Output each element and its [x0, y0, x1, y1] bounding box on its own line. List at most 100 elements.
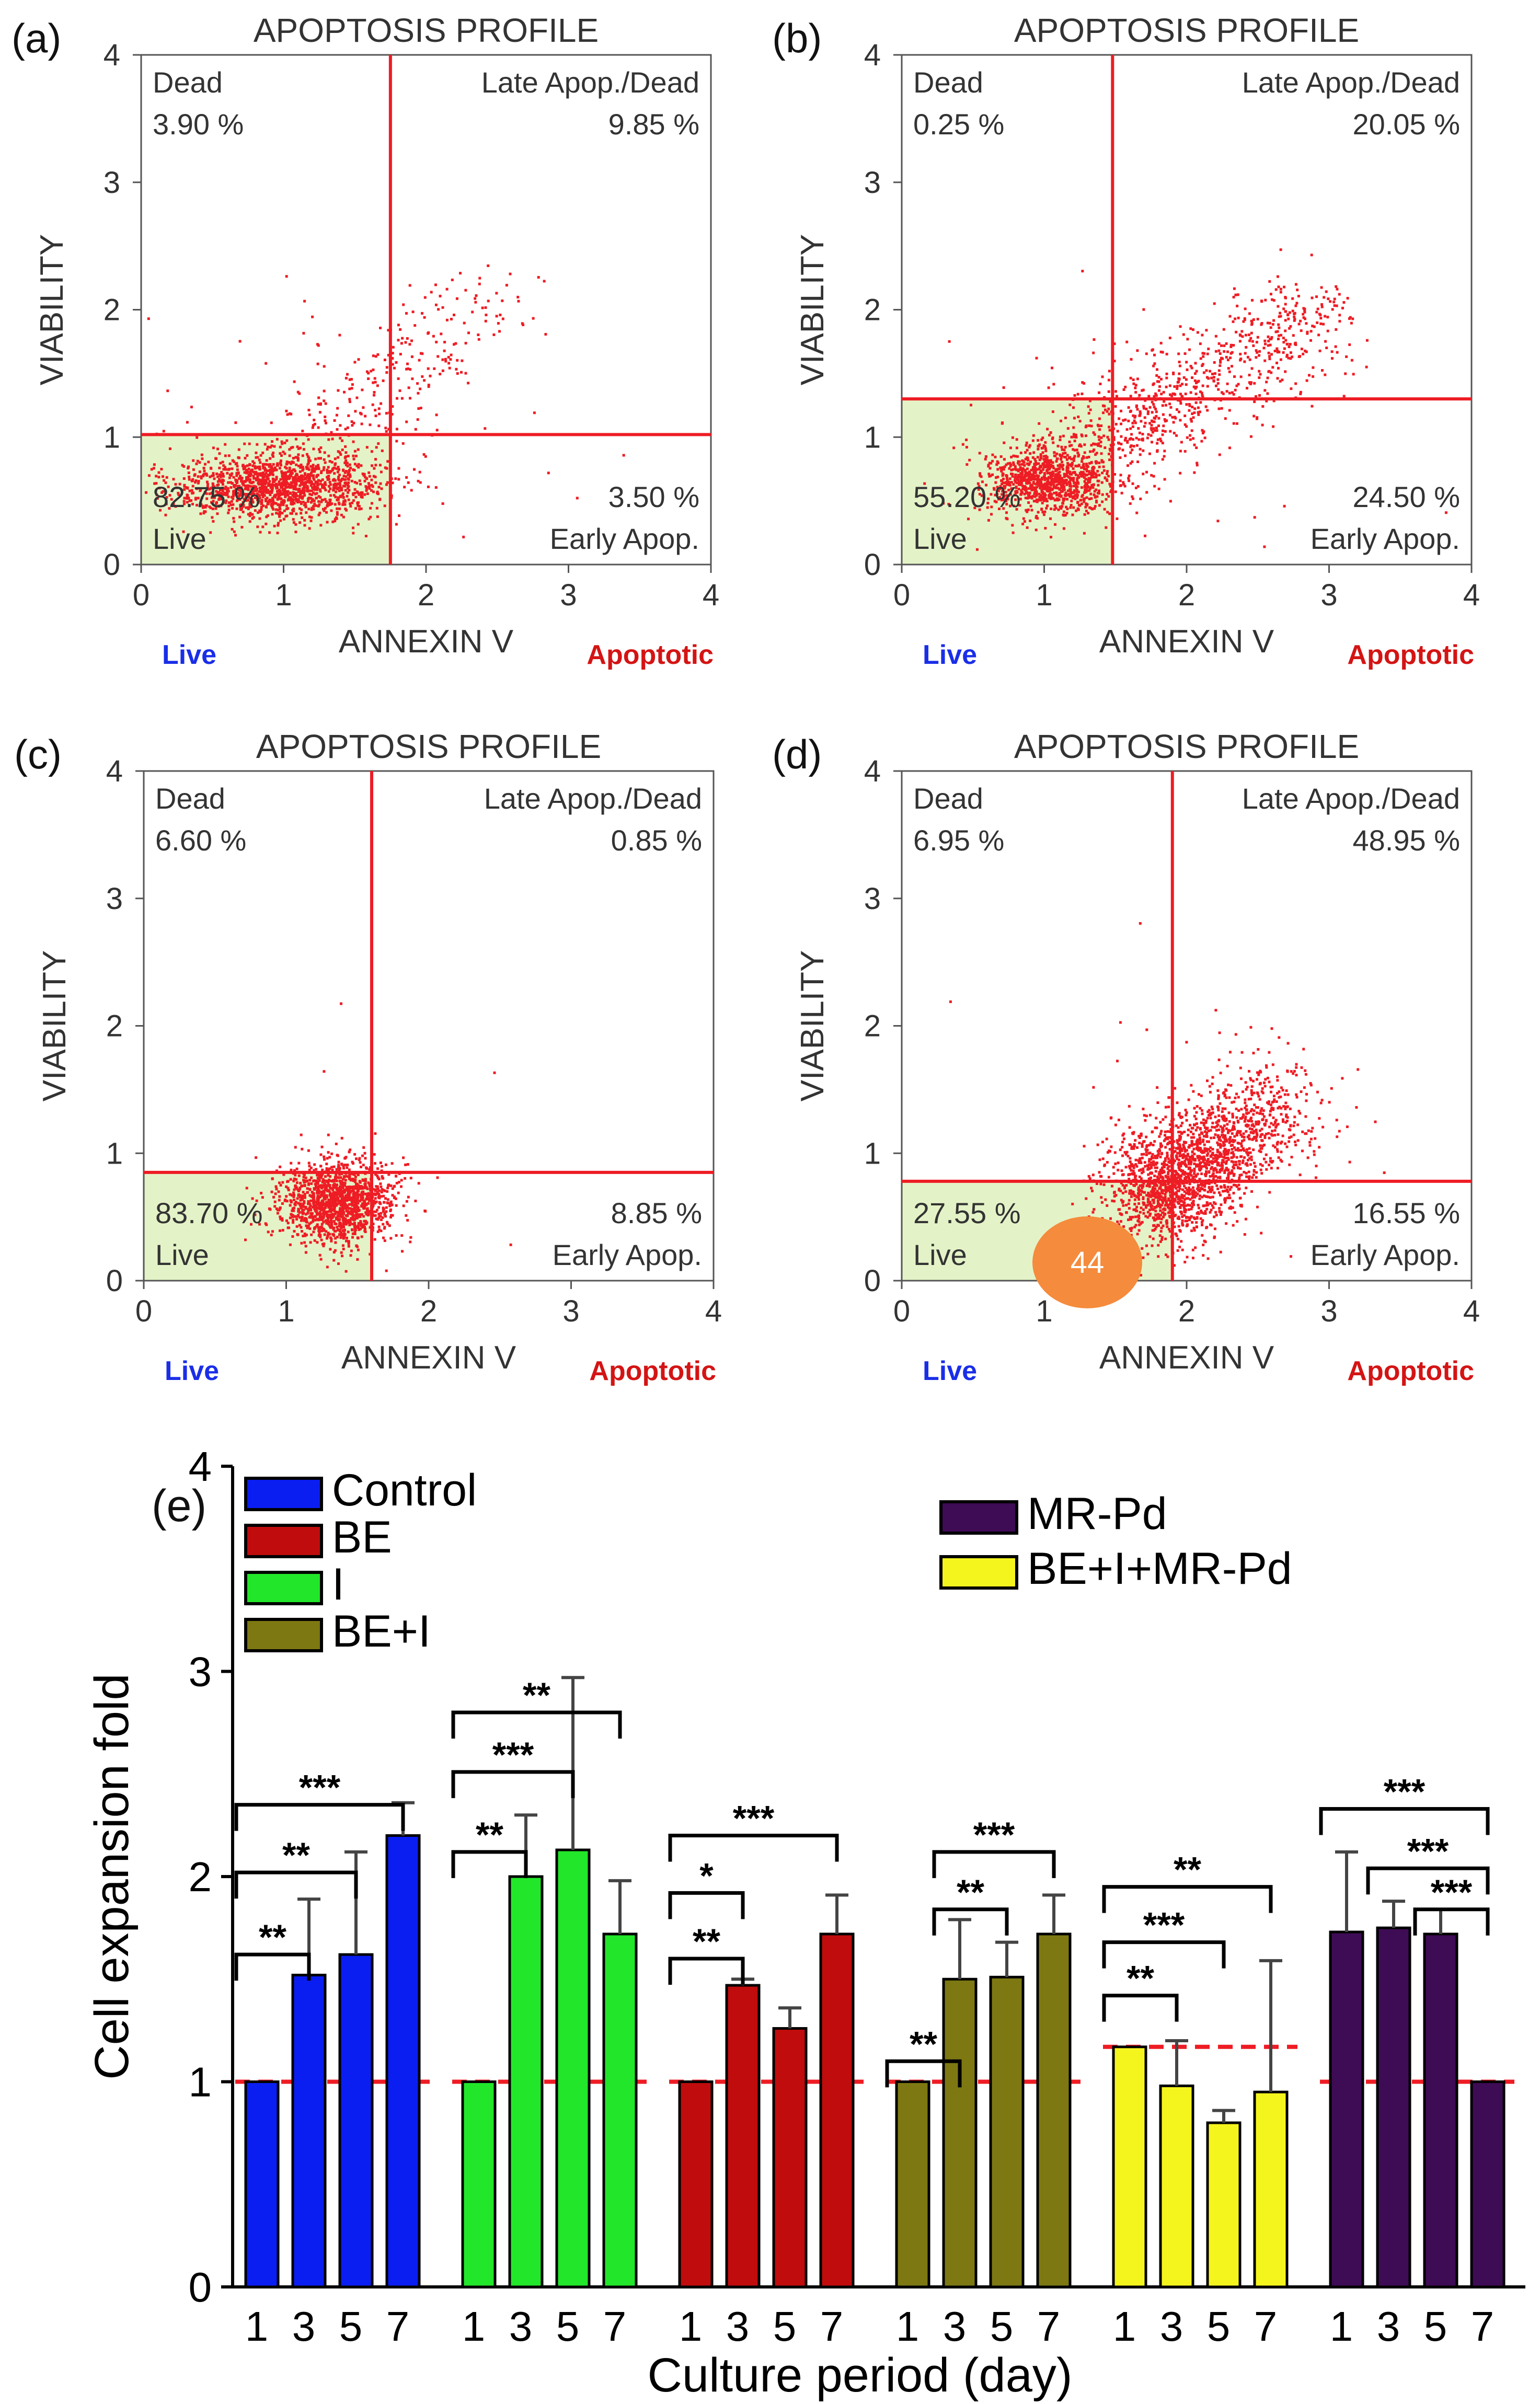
event-dot	[1050, 464, 1053, 467]
event-dot	[1119, 456, 1122, 459]
event-dot	[1005, 477, 1008, 480]
event-dot	[1131, 460, 1134, 463]
event-dot	[1277, 285, 1280, 289]
event-dot	[251, 498, 254, 501]
event-dot	[1135, 511, 1139, 514]
event-dot	[246, 454, 249, 457]
event-dot	[1134, 421, 1137, 424]
event-dot	[308, 477, 311, 480]
event-dot	[350, 1210, 353, 1213]
event-dot	[1271, 298, 1274, 301]
event-dot	[304, 474, 307, 476]
event-dot	[1056, 464, 1060, 467]
event-dot	[211, 482, 214, 485]
event-dot	[258, 473, 261, 476]
event-dot	[1180, 395, 1183, 398]
event-dot	[1179, 393, 1182, 396]
event-dot	[1062, 482, 1065, 485]
event-dot	[1076, 393, 1079, 396]
event-dot	[357, 1184, 360, 1187]
event-dot	[1150, 427, 1153, 430]
event-dot	[261, 496, 265, 499]
event-dot	[191, 492, 194, 495]
event-dot	[362, 1223, 365, 1226]
event-dot	[279, 445, 282, 448]
event-dot	[296, 1233, 300, 1236]
event-dot	[1036, 468, 1039, 471]
event-dot	[278, 1199, 281, 1202]
event-dot	[1274, 330, 1278, 333]
event-dot	[1050, 496, 1053, 499]
event-dot	[1258, 370, 1261, 373]
event-dot	[1027, 501, 1030, 504]
event-dot	[995, 463, 998, 466]
event-dot	[1052, 472, 1055, 475]
event-dot	[1012, 468, 1015, 471]
event-dot	[1013, 463, 1016, 466]
event-dot	[248, 500, 251, 503]
event-dot	[1139, 497, 1142, 500]
event-dot	[211, 474, 214, 477]
event-dot	[1268, 358, 1271, 361]
event-dot	[942, 502, 945, 505]
event-dot	[1038, 443, 1041, 446]
event-dot	[1045, 500, 1049, 503]
event-dot	[302, 448, 305, 451]
event-dot	[337, 1262, 340, 1265]
event-dot	[330, 431, 333, 434]
event-dot	[355, 396, 359, 399]
event-dot	[309, 1199, 313, 1202]
event-dot	[233, 520, 236, 523]
event-dot	[1153, 353, 1156, 356]
event-dot	[240, 526, 244, 529]
event-dot	[325, 1201, 328, 1204]
event-dot	[471, 310, 474, 314]
event-dot	[331, 1207, 334, 1211]
event-dot	[1158, 385, 1161, 388]
event-dot	[196, 487, 198, 490]
event-dot	[999, 455, 1003, 458]
event-dot	[257, 493, 260, 497]
event-dot	[981, 480, 984, 484]
event-dot	[1201, 352, 1204, 355]
event-dot	[324, 1198, 327, 1201]
event-dot	[1082, 463, 1085, 466]
event-dot	[344, 376, 348, 379]
event-dot	[260, 474, 263, 477]
quadrant-early-value: 3.50 %	[608, 480, 699, 513]
event-dot	[227, 490, 230, 493]
x-tick-label: 3	[560, 578, 577, 612]
event-dot	[295, 463, 298, 466]
event-dot	[1070, 435, 1073, 439]
event-dot	[250, 481, 254, 485]
event-dot	[1038, 496, 1041, 499]
event-dot	[1085, 463, 1088, 466]
event-dot	[344, 1217, 347, 1221]
event-dot	[210, 491, 213, 494]
event-dot	[320, 471, 323, 474]
event-dot	[294, 486, 297, 489]
event-dot	[1064, 452, 1067, 455]
event-dot	[1444, 511, 1447, 514]
event-dot	[1282, 337, 1285, 340]
event-dot	[258, 510, 261, 513]
event-dot	[1077, 416, 1080, 418]
event-dot	[326, 521, 329, 524]
event-dot	[1050, 473, 1053, 476]
event-dot	[236, 487, 239, 490]
event-dot	[197, 475, 200, 478]
event-dot	[263, 473, 267, 476]
event-dot	[1258, 354, 1260, 357]
event-dot	[1090, 497, 1093, 500]
event-dot	[267, 445, 269, 448]
event-dot	[303, 489, 306, 492]
event-dot	[1190, 429, 1193, 432]
event-dot	[382, 1223, 385, 1226]
event-dot	[1089, 492, 1093, 496]
event-dot	[1024, 451, 1027, 454]
event-dot	[1052, 383, 1055, 386]
event-dot	[342, 1211, 345, 1214]
event-dot	[212, 446, 215, 450]
event-dot	[331, 1169, 334, 1171]
event-dot	[1302, 352, 1305, 355]
